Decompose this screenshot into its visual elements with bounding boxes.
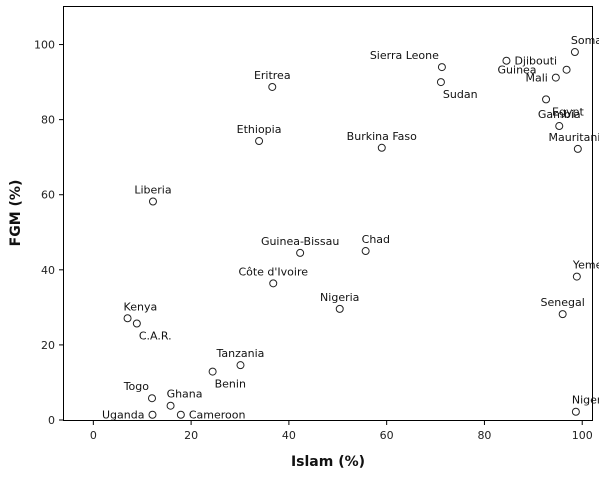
scatter-point — [269, 279, 278, 288]
scatter-point — [361, 247, 370, 256]
scatter-point — [123, 314, 132, 323]
point-label: Burkina Faso — [347, 130, 417, 143]
scatter-point — [573, 144, 582, 153]
x-tick-label: 40 — [282, 429, 296, 442]
y-tick-label: 80 — [41, 114, 55, 127]
x-tick-label: 60 — [380, 429, 394, 442]
point-label: Eritrea — [254, 69, 291, 82]
plot-frame — [63, 6, 593, 421]
point-label: Kenya — [124, 300, 158, 313]
x-tick-label: 80 — [477, 429, 491, 442]
scatter-point — [571, 407, 580, 416]
scatter-point — [572, 272, 581, 281]
scatter-point — [236, 361, 245, 370]
point-label: Egypt — [552, 105, 584, 118]
point-label: Sudan — [443, 88, 478, 101]
point-label: Yemen — [572, 259, 599, 272]
scatter-point — [132, 319, 141, 328]
point-label: Somalia — [571, 34, 599, 47]
x-axis-ticks: 0 20 40 60 80 100 — [90, 420, 593, 442]
point-label: Benin — [215, 378, 246, 391]
scatter-point — [148, 197, 157, 206]
point-label: Côte d'Ivoire — [238, 265, 308, 278]
scatter-point — [437, 63, 446, 72]
point-label: Nigeria — [320, 291, 359, 304]
point-label: Mauritania — [549, 131, 599, 144]
point-label: Guinea-Bissau — [261, 235, 339, 248]
scatter-point — [296, 248, 305, 257]
y-tick-label: 60 — [41, 189, 55, 202]
point-label: Uganda — [102, 409, 144, 422]
point-label: Gambia — [538, 108, 581, 121]
point-label: Liberia — [134, 183, 171, 196]
scatter-point — [148, 394, 156, 403]
data-points — [123, 48, 582, 419]
scatter-point — [570, 48, 579, 57]
scatter-point — [335, 304, 344, 313]
x-tick-label: 100 — [572, 429, 593, 442]
scatter-point — [268, 82, 277, 91]
y-tick-label: 0 — [48, 414, 55, 427]
scatter-point — [542, 95, 551, 104]
y-tick-label: 100 — [34, 39, 55, 52]
scatter-point — [208, 367, 217, 376]
scatter-point — [377, 143, 386, 152]
point-label: Ethiopia — [237, 123, 282, 136]
point-label: Tanzania — [216, 347, 265, 360]
x-axis-title: Islam (%) — [291, 454, 365, 470]
scatter-point — [176, 410, 185, 419]
y-axis-ticks: 0 20 40 60 80 100 — [34, 39, 64, 427]
point-label: C.A.R. — [139, 330, 172, 343]
scatter-point — [551, 73, 560, 82]
scatter-point — [562, 65, 571, 74]
scatter-point — [148, 410, 157, 419]
y-tick-label: 20 — [41, 339, 55, 352]
y-tick-label: 40 — [41, 264, 55, 277]
point-label: Niger — [572, 394, 599, 407]
scatter-point — [555, 122, 564, 131]
point-label: Senegal — [541, 296, 585, 309]
point-label: Ghana — [167, 388, 203, 401]
y-axis-title: FGM (%) — [8, 180, 24, 247]
point-label: Mali — [525, 72, 547, 85]
point-label: Djibouti — [514, 55, 557, 68]
scatter-point — [166, 401, 175, 410]
point-label: Guinea — [498, 64, 537, 77]
point-label: Cameroon — [189, 409, 246, 422]
scatter-point — [255, 137, 264, 146]
point-label: Chad — [362, 233, 390, 246]
scatter-point — [436, 78, 445, 87]
point-label: Togo — [123, 380, 150, 393]
x-tick-label: 0 — [90, 429, 97, 442]
scatter-point — [502, 56, 511, 65]
scatter-point — [558, 310, 567, 319]
x-tick-label: 20 — [184, 429, 198, 442]
point-label: Sierra Leone — [370, 49, 439, 62]
